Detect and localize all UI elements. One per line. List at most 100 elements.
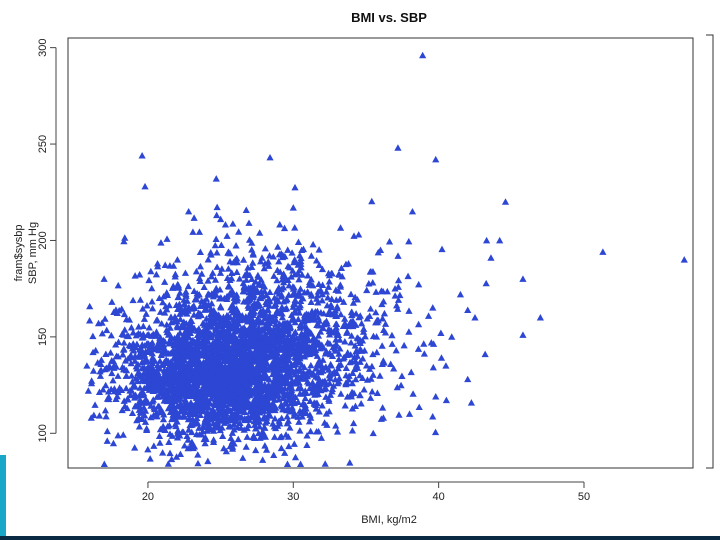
data-point — [120, 310, 129, 318]
data-point — [165, 301, 173, 309]
data-point — [251, 424, 260, 432]
data-point — [152, 270, 161, 278]
data-point — [297, 367, 305, 374]
data-point — [356, 358, 364, 365]
data-point — [341, 401, 349, 409]
data-point — [266, 288, 274, 296]
data-point — [242, 443, 250, 450]
data-point — [285, 323, 293, 330]
data-point — [90, 411, 98, 419]
data-point — [432, 155, 440, 163]
data-point — [287, 273, 295, 280]
data-point — [176, 315, 184, 323]
data-point — [239, 348, 247, 355]
data-point — [92, 346, 100, 354]
data-point — [296, 321, 304, 329]
data-point — [280, 349, 289, 357]
data-point — [321, 350, 330, 357]
data-point — [301, 347, 309, 354]
data-point — [206, 375, 214, 382]
data-point — [196, 411, 204, 419]
data-point — [205, 343, 213, 351]
data-point — [207, 272, 216, 280]
data-point — [279, 403, 287, 410]
data-point — [183, 338, 192, 346]
data-point — [353, 347, 361, 355]
data-point — [348, 405, 357, 412]
data-point — [165, 438, 173, 446]
data-point — [256, 331, 265, 339]
data-point — [245, 385, 254, 393]
data-point — [219, 375, 227, 382]
data-point — [264, 306, 272, 313]
data-point — [156, 335, 164, 343]
data-point — [358, 319, 366, 327]
data-point — [360, 386, 368, 393]
data-point — [334, 364, 342, 372]
data-point — [390, 364, 398, 372]
data-point — [252, 326, 260, 333]
data-point — [243, 295, 251, 302]
data-point — [378, 314, 387, 322]
data-point — [319, 281, 327, 288]
data-point — [337, 310, 345, 318]
data-point — [259, 428, 267, 435]
data-point — [307, 290, 315, 297]
data-point — [194, 390, 203, 397]
data-point — [249, 413, 257, 421]
data-point — [415, 280, 423, 288]
data-point — [270, 342, 279, 350]
data-point — [301, 351, 309, 358]
data-point — [209, 339, 217, 346]
data-point — [227, 291, 236, 298]
data-point — [136, 296, 144, 303]
data-point — [295, 358, 303, 366]
data-point — [291, 297, 299, 305]
data-point — [275, 374, 283, 382]
data-point — [264, 345, 272, 352]
data-point — [233, 307, 241, 315]
data-point — [261, 442, 269, 449]
data-point — [98, 319, 106, 326]
data-point — [103, 395, 112, 402]
data-point — [268, 313, 276, 321]
data-point — [184, 307, 192, 314]
data-point — [269, 399, 277, 407]
data-point — [235, 275, 244, 282]
data-point — [332, 340, 340, 347]
data-point — [148, 304, 157, 312]
data-point — [249, 251, 257, 258]
data-point — [269, 393, 278, 401]
data-point — [89, 332, 97, 340]
data-point — [302, 310, 310, 317]
data-point — [291, 359, 299, 367]
data-point — [195, 424, 203, 431]
data-point — [102, 412, 110, 420]
data-point — [172, 422, 180, 430]
data-point — [290, 399, 299, 407]
data-point — [241, 390, 250, 397]
data-point — [227, 354, 235, 362]
data-point — [257, 257, 265, 265]
data-point — [163, 235, 171, 242]
data-point — [134, 377, 142, 385]
data-point — [248, 246, 256, 253]
data-point — [228, 445, 237, 452]
data-point — [280, 278, 288, 286]
data-point — [221, 321, 230, 329]
data-point — [141, 377, 149, 385]
data-point — [314, 299, 322, 306]
data-point — [346, 459, 354, 466]
data-point — [146, 341, 154, 349]
data-point — [207, 248, 215, 256]
data-point — [282, 431, 290, 438]
data-point — [120, 364, 128, 372]
data-point — [536, 313, 544, 321]
data-point — [363, 376, 372, 383]
data-point — [381, 320, 390, 327]
data-point — [332, 323, 340, 331]
data-point — [314, 427, 323, 435]
data-point — [192, 378, 200, 386]
data-point — [175, 382, 183, 390]
data-point — [272, 346, 280, 353]
